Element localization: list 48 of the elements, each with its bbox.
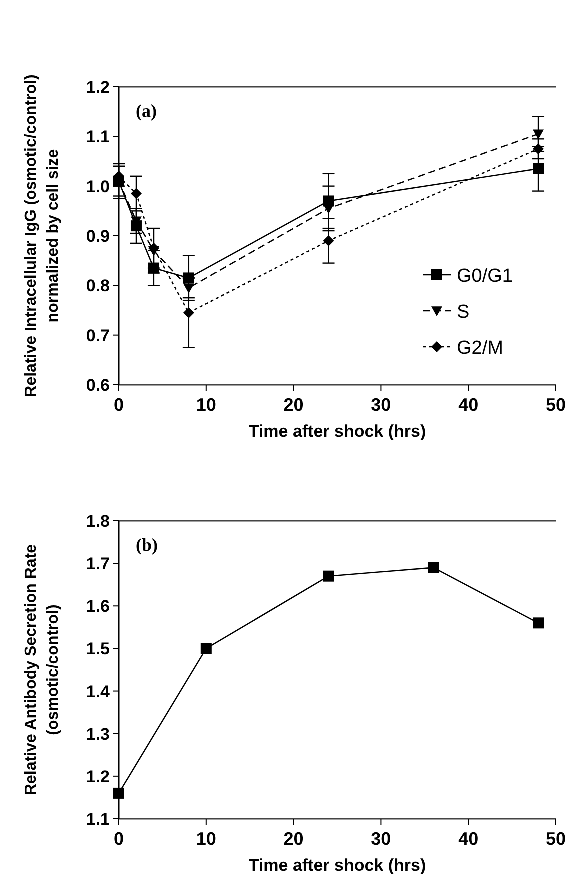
y-tick-label: 1.6 (86, 597, 110, 616)
y-tick-label: 1.1 (86, 128, 110, 147)
y-tick-label: 1.1 (86, 810, 110, 829)
point (183, 307, 194, 318)
point (428, 562, 440, 574)
point (533, 130, 544, 140)
x-tick-label: 0 (114, 829, 124, 849)
point (323, 204, 334, 214)
x-tick-label: 10 (196, 395, 216, 415)
point (533, 618, 544, 629)
legend-label: G0/G1 (457, 266, 513, 287)
y-tick-label: 1.0 (86, 177, 110, 196)
x-tick-label: 50 (546, 395, 566, 415)
x-tick-label: 30 (371, 829, 392, 849)
y-tick-label: 1.3 (86, 724, 110, 744)
point (130, 188, 142, 200)
x-tick-label: 20 (284, 395, 304, 415)
y-tick-label: 0.8 (86, 276, 110, 296)
point (200, 643, 212, 654)
y-axis-title: Relative Antibody Secretion Rate (osmotic/control) (23, 544, 62, 796)
legend-label: G2/M (457, 338, 504, 359)
point (533, 163, 544, 174)
y-tick-label: 1.8 (86, 512, 110, 531)
point (323, 235, 334, 246)
y-tick-label: 0.7 (86, 326, 110, 346)
x-tick-label: 40 (458, 829, 479, 849)
x-tick-label: 30 (371, 395, 392, 415)
x-tick-label: 50 (546, 829, 566, 849)
x-tick-label: 0 (114, 395, 124, 415)
x-axis-title: Time after shock (hrs) (248, 422, 426, 441)
y-tick-label: 0.6 (86, 376, 110, 395)
x-tick-label: 40 (458, 395, 479, 415)
y-tick-label: 0.9 (86, 227, 110, 246)
y-tick-label: 1.2 (86, 767, 110, 786)
point (114, 788, 124, 799)
y-tick-label: 1.5 (86, 640, 110, 659)
y-tick-label: 1.7 (86, 554, 110, 574)
y-axis-title: Relative Intracellular IgG (osmotic/control) normalized by cell size (23, 74, 62, 398)
legend-label: S (457, 302, 470, 323)
point (533, 144, 544, 155)
x-tick-label: 10 (196, 829, 216, 849)
x-tick-label: 20 (284, 829, 304, 849)
annotation: (a) (136, 101, 157, 121)
point (323, 570, 334, 582)
annotation: (b) (136, 535, 158, 555)
x-axis-title: Time after shock (hrs) (248, 856, 426, 875)
y-tick-label: 1.2 (86, 78, 110, 97)
y-tick-label: 1.4 (86, 682, 111, 702)
